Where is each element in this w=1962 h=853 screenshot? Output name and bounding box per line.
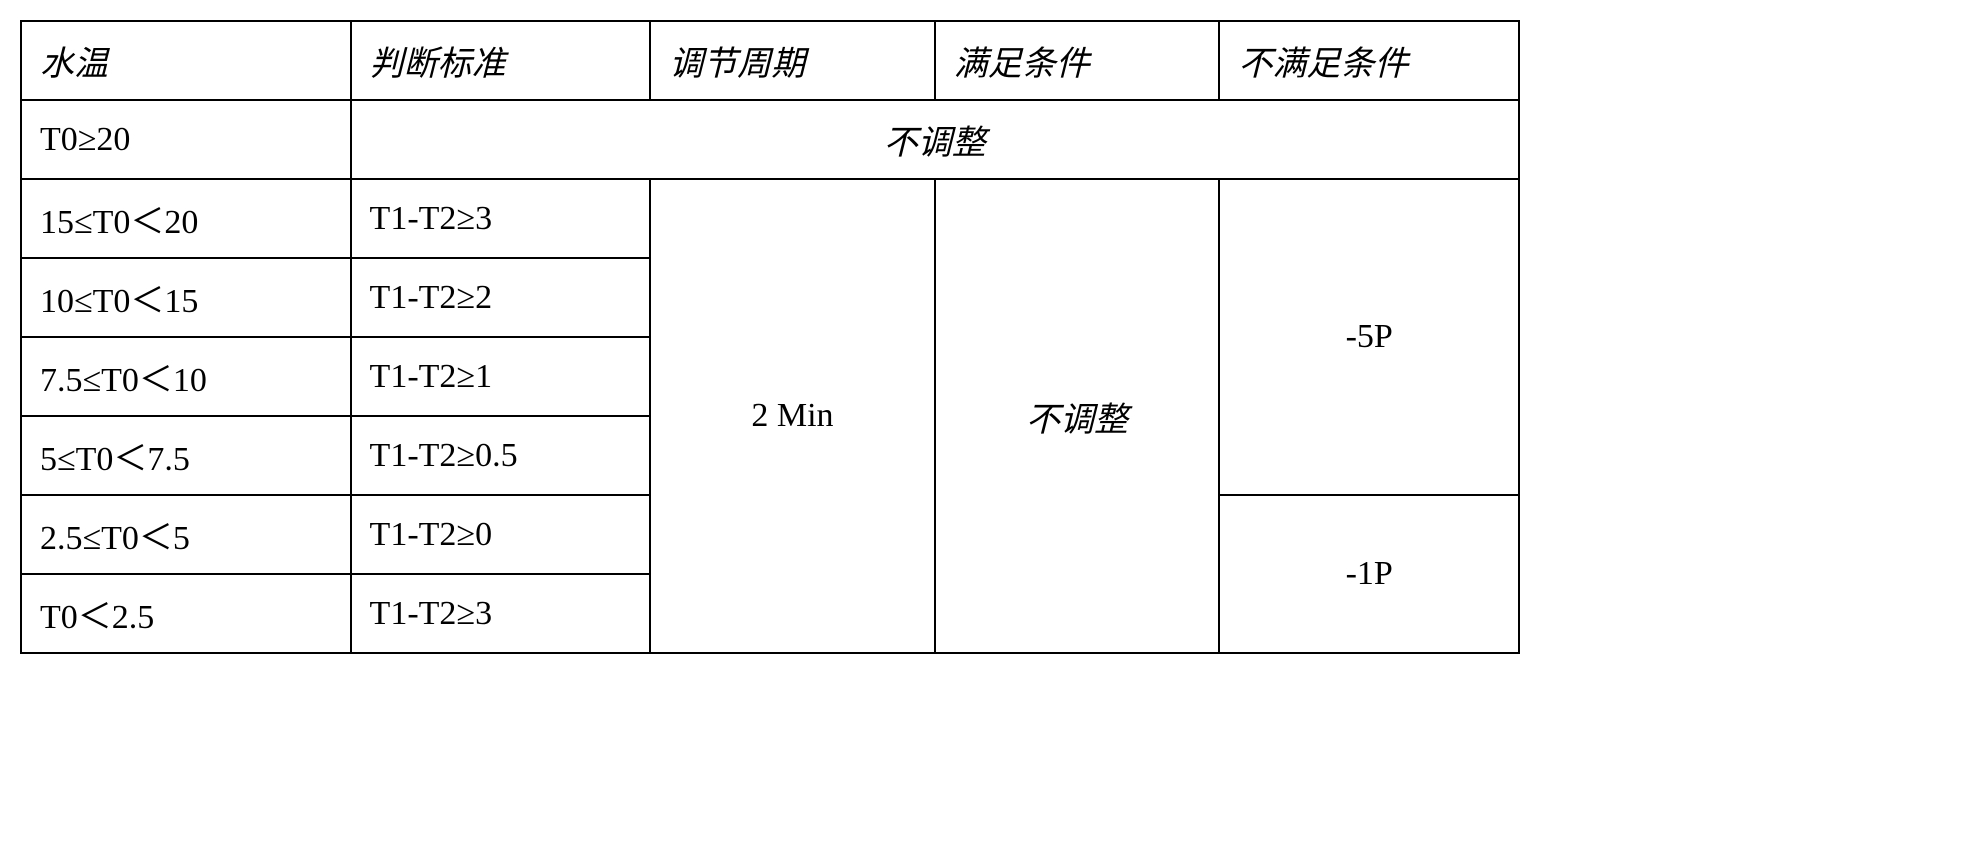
header-satisfied: 满足条件 (935, 21, 1220, 100)
header-period: 调节周期 (650, 21, 935, 100)
header-criteria: 判断标准 (351, 21, 651, 100)
criteria-cell: T1-T2≥3 (351, 179, 651, 258)
temp-cell: 10≤T0＜15 (21, 258, 351, 337)
no-adjust-label: 不调整 (351, 100, 1519, 179)
table-row: T0≥20 不调整 (21, 100, 1519, 179)
criteria-cell: T1-T2≥3 (351, 574, 651, 653)
header-not-satisfied: 不满足条件 (1219, 21, 1519, 100)
criteria-cell: T1-T2≥0 (351, 495, 651, 574)
table-row: 15≤T0＜20 T1-T2≥3 2 Min 不调整 -5P (21, 179, 1519, 258)
period-cell: 2 Min (650, 179, 935, 653)
not-satisfied-lower: -1P (1219, 495, 1519, 653)
temp-cell: 2.5≤T0＜5 (21, 495, 351, 574)
criteria-cell: T1-T2≥0.5 (351, 416, 651, 495)
temp-cell: 15≤T0＜20 (21, 179, 351, 258)
criteria-cell: T1-T2≥2 (351, 258, 651, 337)
temp-cell: T0≥20 (21, 100, 351, 179)
header-row: 水温 判断标准 调节周期 满足条件 不满足条件 (21, 21, 1519, 100)
satisfied-cell: 不调整 (935, 179, 1220, 653)
temp-cell: 7.5≤T0＜10 (21, 337, 351, 416)
temp-cell: T0＜2.5 (21, 574, 351, 653)
criteria-cell: T1-T2≥1 (351, 337, 651, 416)
not-satisfied-upper: -5P (1219, 179, 1519, 495)
adjustment-table: 水温 判断标准 调节周期 满足条件 不满足条件 T0≥20 不调整 15≤T0＜… (20, 20, 1520, 654)
temp-cell: 5≤T0＜7.5 (21, 416, 351, 495)
header-water-temp: 水温 (21, 21, 351, 100)
